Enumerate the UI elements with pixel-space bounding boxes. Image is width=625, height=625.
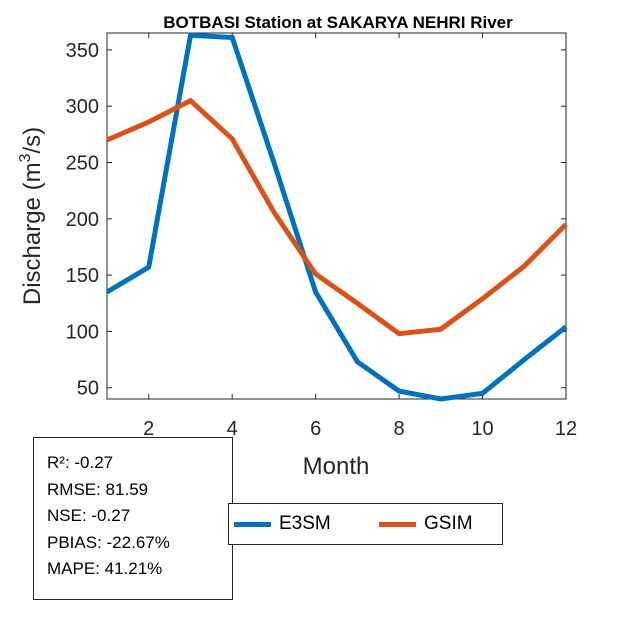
x-tick-label: 6	[310, 418, 321, 440]
y-tick-label: 100	[66, 321, 99, 343]
y-tick-label: 150	[66, 265, 99, 287]
x-axis-ticks: 2 4 6 8 10 12	[143, 33, 577, 440]
stat-mape: MAPE: 41.21%	[47, 559, 163, 578]
y-axis-label-unit: /s)	[19, 127, 46, 154]
legend-swatch-e3sm	[234, 521, 271, 527]
series-line-gsim	[106, 97, 568, 337]
stat-nse: NSE: -0.27	[47, 506, 131, 525]
x-tick-label: 8	[394, 418, 405, 440]
legend-item-gsim: GSIM	[379, 504, 473, 544]
x-axis-label: Month	[303, 453, 370, 480]
legend-label-e3sm: E3SM	[279, 513, 331, 534]
series-lines	[105, 32, 568, 402]
y-axis-label: Discharge (m3/s)	[17, 127, 46, 305]
stats-box: R²: -0.27 RMSE: 81.59 NSE: -0.27 PBIAS: …	[33, 437, 233, 600]
x-tick-label: 2	[143, 418, 154, 440]
chart-title: BOTBASI Station at SAKARYA NEHRI River	[163, 13, 513, 32]
plot-area	[106, 32, 567, 400]
y-tick-label: 300	[66, 96, 99, 118]
y-tick-label: 250	[66, 153, 99, 175]
y-tick-label: 200	[66, 209, 99, 231]
x-tick-label: 10	[471, 418, 493, 440]
x-tick-label: 4	[227, 418, 238, 440]
y-axis-label-main: Discharge (m	[19, 162, 46, 305]
stat-r2: R²: -0.27	[47, 453, 114, 472]
legend: E3SM GSIM	[228, 503, 503, 545]
x-tick-label: 12	[555, 418, 577, 440]
y-tick-label: 350	[66, 40, 99, 62]
legend-swatch-gsim	[379, 521, 416, 527]
legend-item-e3sm: E3SM	[234, 504, 331, 544]
stat-pbias: PBIAS: -22.67%	[47, 532, 170, 552]
y-tick-label: 50	[77, 378, 99, 400]
y-axis-ticks: 50 100 150 200 250 300 350	[66, 40, 566, 400]
stat-rmse: RMSE: 81.59	[47, 479, 149, 499]
series-line-e3sm	[105, 32, 568, 402]
y-axis-label-superscript: 3	[17, 153, 34, 162]
legend-label-gsim: GSIM	[424, 513, 473, 534]
